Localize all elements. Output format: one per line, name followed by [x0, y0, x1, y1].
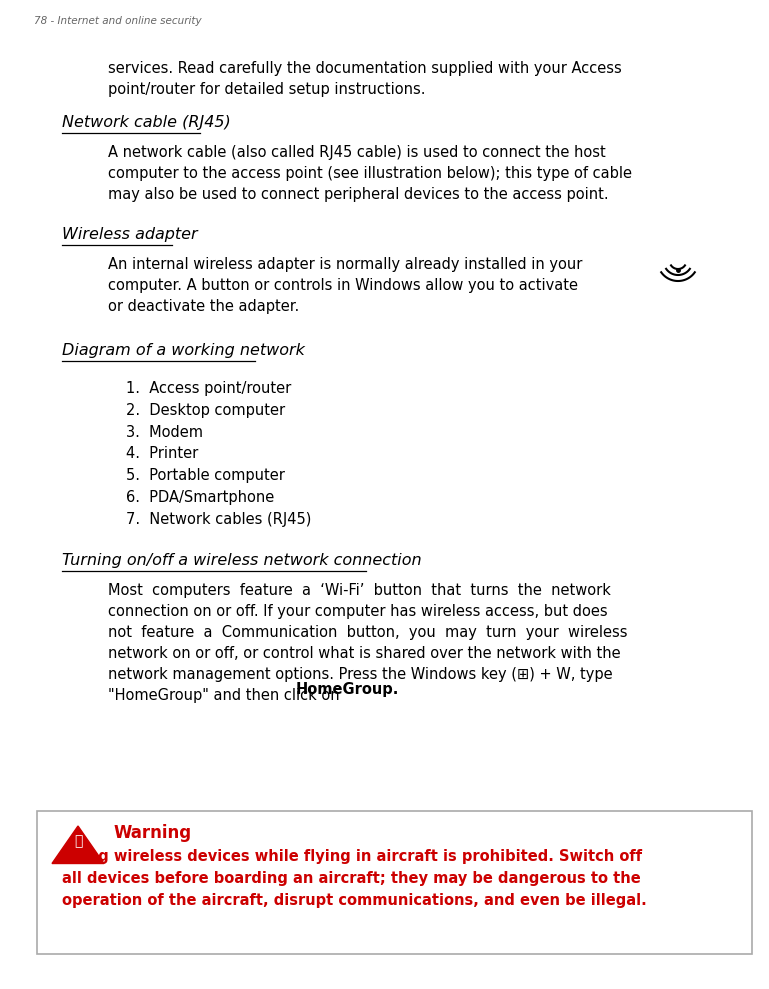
Polygon shape [52, 826, 104, 863]
Text: services. Read carefully the documentation supplied with your Access
point/route: services. Read carefully the documentati… [108, 61, 622, 97]
Text: Wireless adapter: Wireless adapter [62, 227, 198, 242]
Text: 78 - Internet and online security: 78 - Internet and online security [34, 16, 201, 26]
Text: 3.  Modem: 3. Modem [126, 424, 203, 439]
Text: 6.  PDA/Smartphone: 6. PDA/Smartphone [126, 490, 275, 505]
Text: 7.  Network cables (RJ45): 7. Network cables (RJ45) [126, 511, 311, 527]
Text: Most  computers  feature  a  ‘Wi-Fi’  button  that  turns  the  network
connecti: Most computers feature a ‘Wi-Fi’ button … [108, 583, 628, 703]
Text: A network cable (also called RJ45 cable) is used to connect the host
computer to: A network cable (also called RJ45 cable)… [108, 145, 632, 202]
Text: 4.  Printer: 4. Printer [126, 446, 198, 462]
Text: Using wireless devices while flying in aircraft is prohibited. Switch off
all de: Using wireless devices while flying in a… [62, 850, 647, 908]
Text: 1.  Access point/router: 1. Access point/router [126, 381, 291, 396]
Text: ✋: ✋ [74, 834, 82, 848]
Text: 5.  Portable computer: 5. Portable computer [126, 468, 285, 484]
Text: Warning: Warning [114, 825, 192, 843]
Text: Turning on/off a wireless network connection: Turning on/off a wireless network connec… [62, 553, 421, 568]
Text: 2.  Desktop computer: 2. Desktop computer [126, 403, 285, 417]
Text: Network cable (RJ45): Network cable (RJ45) [62, 115, 231, 130]
Text: HomeGroup.: HomeGroup. [295, 681, 399, 696]
Text: An internal wireless adapter is normally already installed in your
computer. A b: An internal wireless adapter is normally… [108, 257, 582, 314]
Text: Diagram of a working network: Diagram of a working network [62, 343, 305, 358]
FancyBboxPatch shape [37, 811, 752, 954]
